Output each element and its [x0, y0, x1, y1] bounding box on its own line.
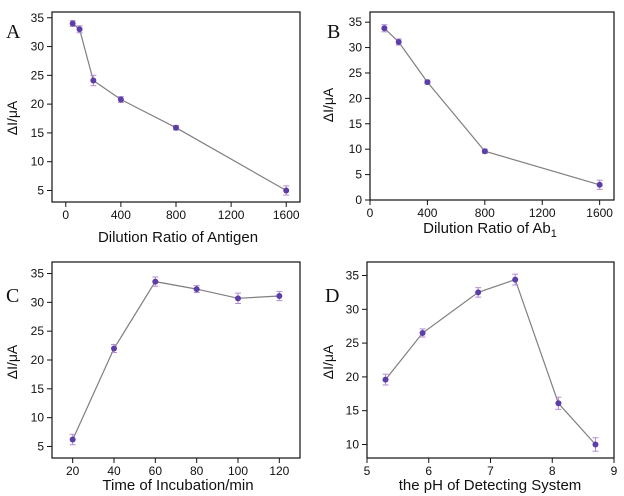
y-tick-label: 15 [31, 126, 45, 140]
x-tick-label: 60 [149, 464, 163, 478]
y-tick-label: 15 [349, 117, 363, 131]
x-tick-label: 1600 [273, 208, 300, 222]
x-tick-label: 120 [269, 464, 289, 478]
x-tick-label: 5 [364, 464, 371, 478]
x-tick-label: 800 [475, 206, 495, 220]
y-axis-title: ΔI/μA [4, 344, 20, 379]
y-tick-label: 35 [346, 269, 360, 283]
y-tick-label: 25 [349, 66, 363, 80]
y-tick-label: 25 [31, 324, 45, 338]
y-tick-label: 15 [346, 404, 360, 418]
y-tick-label: 10 [31, 411, 45, 425]
data-point [90, 77, 97, 84]
y-tick-label: 35 [31, 11, 45, 25]
y-tick-label: 20 [349, 91, 363, 105]
y-tick-label: 20 [31, 97, 45, 111]
x-tick-label: 0 [367, 206, 374, 220]
y-tick-label: 25 [346, 336, 360, 350]
chart-panel-c: 20 40 60 80 100 120 5 10 15 20 25 30 35 Time of Incub… [4, 261, 301, 494]
y-tick-label: 30 [31, 40, 45, 54]
plot-frame [369, 11, 615, 201]
data-point [69, 20, 76, 27]
y-tick-label: 5 [37, 183, 44, 197]
data-point [395, 38, 402, 45]
y-tick-label: 5 [355, 168, 362, 182]
series-line [383, 27, 600, 186]
x-tick-label: 9 [611, 464, 618, 478]
y-tick-label: 25 [31, 68, 45, 82]
y-tick-label: 10 [346, 437, 360, 451]
data-point [69, 436, 76, 443]
y-axis-title: ΔI/μA [4, 100, 20, 135]
data-point [424, 79, 431, 86]
y-axis-title: ΔI/μA [320, 344, 336, 379]
y-tick-label: 30 [349, 41, 363, 55]
y-tick-label: 35 [31, 267, 45, 281]
y-tick-label: 0 [355, 193, 362, 207]
data-point [381, 25, 388, 32]
data-point [555, 400, 562, 407]
y-tick-label: 20 [31, 353, 45, 367]
y-tick-label: 5 [37, 439, 44, 453]
data-point [173, 124, 179, 131]
x-tick-label: 1200 [218, 208, 245, 222]
plot-frame [51, 261, 301, 459]
x-tick-label: 1600 [586, 206, 613, 220]
data-point [276, 293, 283, 300]
y-tick-label: 15 [31, 382, 45, 396]
data-point [592, 441, 599, 448]
data-point [117, 96, 124, 103]
y-tick-label: 10 [31, 155, 45, 169]
series-line [72, 280, 280, 440]
x-axis-title: Time of Incubation/min [102, 477, 253, 494]
y-tick-label: 20 [346, 370, 360, 384]
y-tick-label: 30 [31, 295, 45, 309]
panel-label: B [327, 21, 340, 43]
x-tick-label: 7 [487, 464, 494, 478]
y-tick-label: 30 [346, 302, 360, 316]
y-axis-title: ΔI/μA [320, 87, 336, 122]
data-point [283, 187, 290, 194]
x-tick-label: 20 [66, 464, 80, 478]
data-point [481, 148, 488, 155]
data-point [382, 376, 389, 383]
x-tick-label: 100 [228, 464, 248, 478]
chart-panel-d: 5 6 7 8 9 10 15 20 25 30 35 the pH of Detecting Sys… [320, 261, 618, 494]
data-point [152, 278, 159, 285]
x-tick-label: 8 [549, 464, 556, 478]
x-axis-title: Dilution Ratio of Ab1 [423, 220, 557, 240]
panel-label: A [6, 21, 21, 43]
series-line [72, 23, 287, 192]
data-point [193, 286, 200, 293]
data-point [235, 295, 241, 302]
chart-panel-a: 0 400 800 1200 1600 5 10 15 20 25 30 35 Dilution Rat… [4, 11, 301, 246]
x-tick-label: 400 [111, 208, 131, 222]
x-tick-label: 40 [107, 464, 121, 478]
x-tick-label: 0 [62, 208, 69, 222]
x-axis-title: Dilution Ratio of Antigen [98, 229, 258, 246]
panel-label: D [325, 285, 339, 307]
x-tick-label: 800 [166, 208, 186, 222]
x-tick-label: 80 [190, 464, 204, 478]
data-point [512, 276, 519, 283]
plot-frame [51, 11, 301, 203]
plot-frame [366, 261, 615, 459]
data-point [475, 289, 482, 296]
chart-panel-b: 0 400 800 1200 1600 0 5 10 15 20 25 30 35 Dilution Ra… [320, 11, 615, 240]
x-axis-title: the pH of Detecting System [399, 477, 582, 494]
data-point [419, 329, 426, 336]
y-tick-label: 35 [349, 15, 363, 29]
x-tick-label: 400 [417, 206, 437, 220]
panel-label: C [6, 285, 19, 307]
series-line [385, 278, 596, 445]
x-tick-label: 1200 [529, 206, 556, 220]
x-tick-label: 6 [425, 464, 432, 478]
y-tick-label: 10 [349, 142, 363, 156]
data-point [76, 26, 83, 33]
data-point [596, 181, 603, 188]
data-point [111, 345, 117, 352]
